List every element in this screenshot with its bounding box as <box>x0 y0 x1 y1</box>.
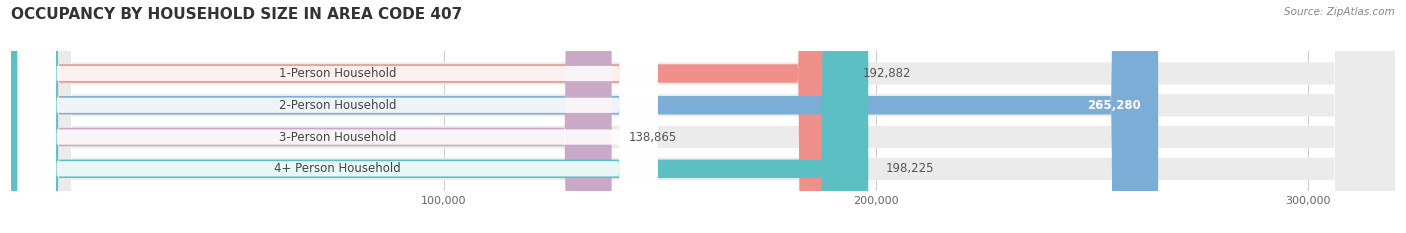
FancyBboxPatch shape <box>11 0 869 233</box>
Text: 2-Person Household: 2-Person Household <box>278 99 396 112</box>
FancyBboxPatch shape <box>11 0 845 233</box>
Text: 198,225: 198,225 <box>886 162 934 175</box>
Text: OCCUPANCY BY HOUSEHOLD SIZE IN AREA CODE 407: OCCUPANCY BY HOUSEHOLD SIZE IN AREA CODE… <box>11 7 463 22</box>
FancyBboxPatch shape <box>11 0 1159 233</box>
FancyBboxPatch shape <box>18 0 658 233</box>
FancyBboxPatch shape <box>11 0 1395 233</box>
Text: 3-Person Household: 3-Person Household <box>278 130 396 144</box>
FancyBboxPatch shape <box>11 0 1395 233</box>
Text: 1-Person Household: 1-Person Household <box>278 67 396 80</box>
FancyBboxPatch shape <box>11 0 612 233</box>
Text: 138,865: 138,865 <box>628 130 678 144</box>
FancyBboxPatch shape <box>18 0 658 233</box>
FancyBboxPatch shape <box>11 0 1395 233</box>
Text: 265,280: 265,280 <box>1087 99 1140 112</box>
FancyBboxPatch shape <box>18 0 658 233</box>
Text: 4+ Person Household: 4+ Person Household <box>274 162 401 175</box>
Text: Source: ZipAtlas.com: Source: ZipAtlas.com <box>1284 7 1395 17</box>
Text: 192,882: 192,882 <box>862 67 911 80</box>
FancyBboxPatch shape <box>18 0 658 233</box>
FancyBboxPatch shape <box>11 0 1395 233</box>
